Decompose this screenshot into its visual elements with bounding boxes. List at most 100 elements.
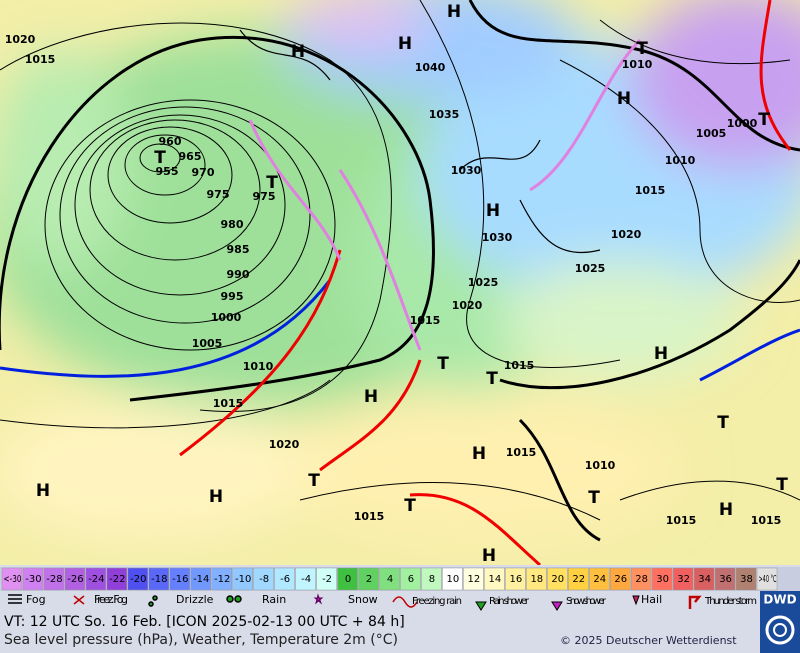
temperature-label: 22 [572,574,585,585]
temperature-swatch [484,567,505,591]
copyright: © 2025 Deutscher Wetterdienst [560,634,737,647]
isobar-label: 1010 [585,459,616,472]
temperature-label: 26 [614,574,627,585]
temperature-swatch [211,567,232,591]
isobar-label: 1000 [211,311,242,324]
pressure-center: H [719,500,733,520]
pressure-center: H [364,387,378,407]
temperature-swatch [693,567,715,591]
valid-time: VT: 12 UTC So. 16 Feb. [ICON 2025-02-13 … [4,614,405,630]
isobar-label: 1015 [410,314,441,327]
temperature-swatch [505,567,526,591]
logo-text: DWD [763,593,796,607]
temperature-swatch [526,567,547,591]
isobar-label: 1025 [468,276,499,289]
isobar-label: 1025 [575,262,606,275]
legend-snow-shower: Snow shower [566,596,607,607]
temperature-label: 30 [656,574,669,585]
isobar-label: 1015 [751,514,782,527]
legend-rain: Rain [262,593,286,606]
temperature-swatch [379,567,400,591]
isobar-label: 1010 [243,360,274,373]
temperature-label: 0 [345,574,351,585]
pressure-center: H [291,42,305,62]
isobar-label: 1030 [451,164,482,177]
temperature-swatch [253,567,274,591]
temperature-label: 28 [635,574,648,585]
isobar-label: 980 [221,218,244,231]
temperature-label: 24 [593,574,606,585]
isobar-label: 1020 [452,299,483,312]
temperature-label: -28 [46,574,62,585]
temperature-label: 4 [387,574,393,585]
temperature-swatch [735,567,757,591]
temperature-label: -6 [280,574,290,585]
isobar-label: 1035 [429,108,460,121]
pressure-center: H [617,89,631,109]
temperature-label: -8 [259,574,269,585]
description: Sea level pressure (hPa), Weather, Tempe… [4,632,398,648]
temperature-label: 12 [468,574,481,585]
isobar-label: 1040 [415,61,446,74]
temperature-swatch [421,567,442,591]
isobar-label: 990 [227,268,250,281]
isobar-label: 975 [207,188,230,201]
pressure-center: T [776,475,788,495]
temperature-label: -24 [88,574,104,585]
temperature-label: -12 [214,574,230,585]
temperature-label: -18 [151,574,167,585]
pressure-center: H [398,34,412,54]
temperature-label: 8 [429,574,435,585]
isobar-label: 970 [192,166,215,179]
isobar-label: 1010 [622,58,653,71]
temperature-swatch [588,567,610,591]
isobar-label: 955 [156,165,179,178]
legend-rain-shower: Rain shower [489,596,530,607]
isobar-label: 975 [253,190,276,203]
legend-freezing-rain: Freezing rain [412,596,462,607]
legend-drizzle: Drizzle [176,593,214,606]
isobar-label: 1005 [192,337,223,350]
temperature-label: 10 [447,574,460,585]
temperature-swatch [463,567,484,591]
legend-fog: Fog [26,593,46,606]
temperature-swatch [169,567,191,591]
temperature-swatch [64,567,86,591]
isobar-label: 1015 [25,53,56,66]
temperature-swatch [358,567,379,591]
temperature-swatch [190,567,211,591]
isobar-label: 1030 [482,231,513,244]
temperature-swatch [1,567,23,591]
temperature-label: 34 [698,574,711,585]
pressure-center: H [654,344,668,364]
temperature-swatch [295,567,316,591]
isobar-label: 1005 [696,127,727,140]
pressure-center: T [758,110,770,130]
isobar-label: 1015 [213,397,244,410]
temperature-label: 14 [488,574,501,585]
temperature-swatch [547,567,568,591]
temperature-swatch [43,567,65,591]
temperature-label: 36 [719,574,732,585]
temperature-label: -20 [130,574,146,585]
isobar-label: 1015 [354,510,385,523]
temperature-swatch [337,567,358,591]
temperature-label: -22 [109,574,125,585]
isobar-label: 960 [159,135,182,148]
temperature-label: -30 [25,574,41,585]
isobar-label: 1020 [611,228,642,241]
temperature-swatch [106,567,128,591]
temperature-swatch [400,567,421,591]
temperature-swatch [274,567,295,591]
isobar-label: 1015 [504,359,535,372]
pressure-center: H [209,487,223,507]
temperature-swatch [316,567,337,591]
logo-swirl [773,623,787,637]
temperature-label: 16 [509,574,522,585]
temperature-label: -26 [67,574,83,585]
legend-thunderstorm: Thunder storm [704,596,757,607]
legend-freezing-fog: Freez. Fog [94,593,128,606]
temperature-label: 20 [551,574,564,585]
